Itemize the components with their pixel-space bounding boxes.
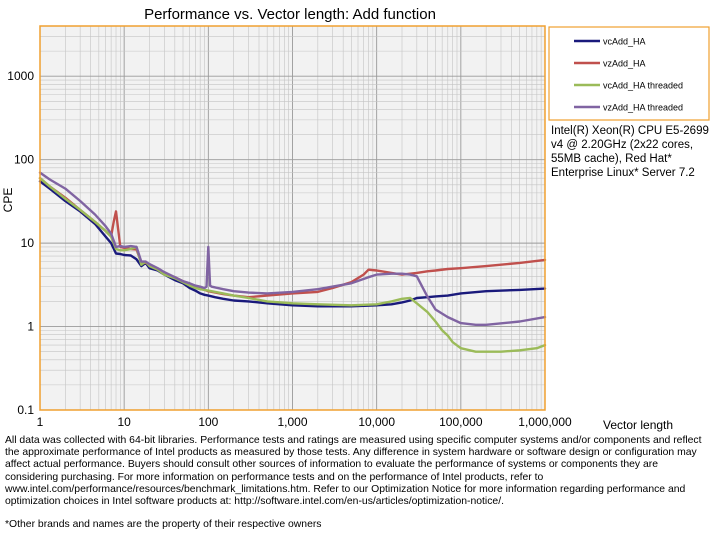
plot-border: [39, 25, 546, 411]
chart-title: Performance vs. Vector length: Add funct…: [144, 6, 436, 23]
y-tick-label: 1: [27, 320, 34, 334]
grid: [40, 26, 545, 410]
x-tick-label: 10: [117, 415, 131, 429]
series-line-1: [38, 180, 547, 308]
x-tick-label: 1,000: [277, 415, 307, 429]
series-line-4: [38, 171, 547, 326]
y-tick-label: 10: [21, 236, 35, 250]
y-axis-label: CPE: [1, 188, 15, 213]
x-tick-label: 10,000: [358, 415, 395, 429]
x-tick-label: 1: [37, 415, 44, 429]
y-tick-label: 0.1: [17, 403, 34, 417]
footnote-text: *Other brands and names are the property…: [5, 519, 322, 530]
y-tick-label: 1000: [7, 69, 34, 83]
legend: [548, 26, 710, 121]
series-layer: [38, 171, 547, 353]
legend-label-2: vzAdd_HA: [603, 59, 646, 69]
system-info-note: Intel(R) Xeon(R) CPU E5-2699 v4 @ 2.20GH…: [551, 125, 709, 179]
x-tick-label: 1,000,000: [518, 415, 572, 429]
x-tick-label: 100: [198, 415, 218, 429]
y-tick-label: 100: [14, 153, 34, 167]
disclaimer-text: All data was collected with 64-bit libra…: [5, 435, 702, 508]
legend-items: vcAdd_HA vzAdd_HA vcAdd_HA threaded vzAdd_H…: [574, 37, 683, 113]
legend-label-1: vcAdd_HA: [603, 37, 646, 47]
legend-label-3: vcAdd_HA threaded: [603, 81, 683, 91]
legend-label-4: vzAdd_HA threaded: [603, 103, 683, 113]
tick-labels: 1 10 100 1,000 10,000 100,000 1,000,0000.11101…: [7, 69, 572, 429]
x-tick-label: 100,000: [439, 415, 483, 429]
x-axis-label: Vector length: [603, 418, 673, 432]
series-line-3: [38, 176, 547, 353]
